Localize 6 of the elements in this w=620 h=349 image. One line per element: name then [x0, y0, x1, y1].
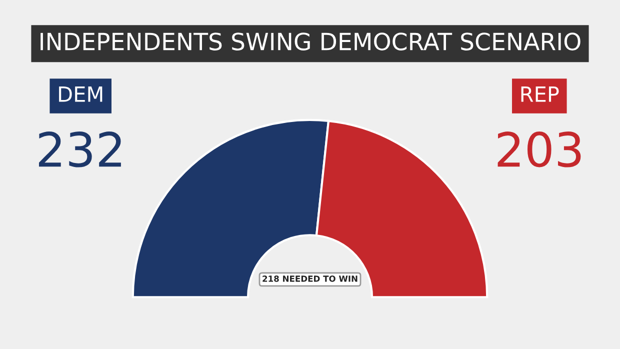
chart-title: INDEPENDENTS SWING DEMOCRAT SCENARIO — [40, 32, 580, 50]
data-label: 203 — [498, 132, 581, 168]
data-label: 232 — [38, 132, 121, 168]
text: 218 NEEDED TO WIN — [262, 276, 358, 282]
slice-label: REP — [521, 86, 559, 102]
slice-label: DEM — [59, 86, 102, 102]
